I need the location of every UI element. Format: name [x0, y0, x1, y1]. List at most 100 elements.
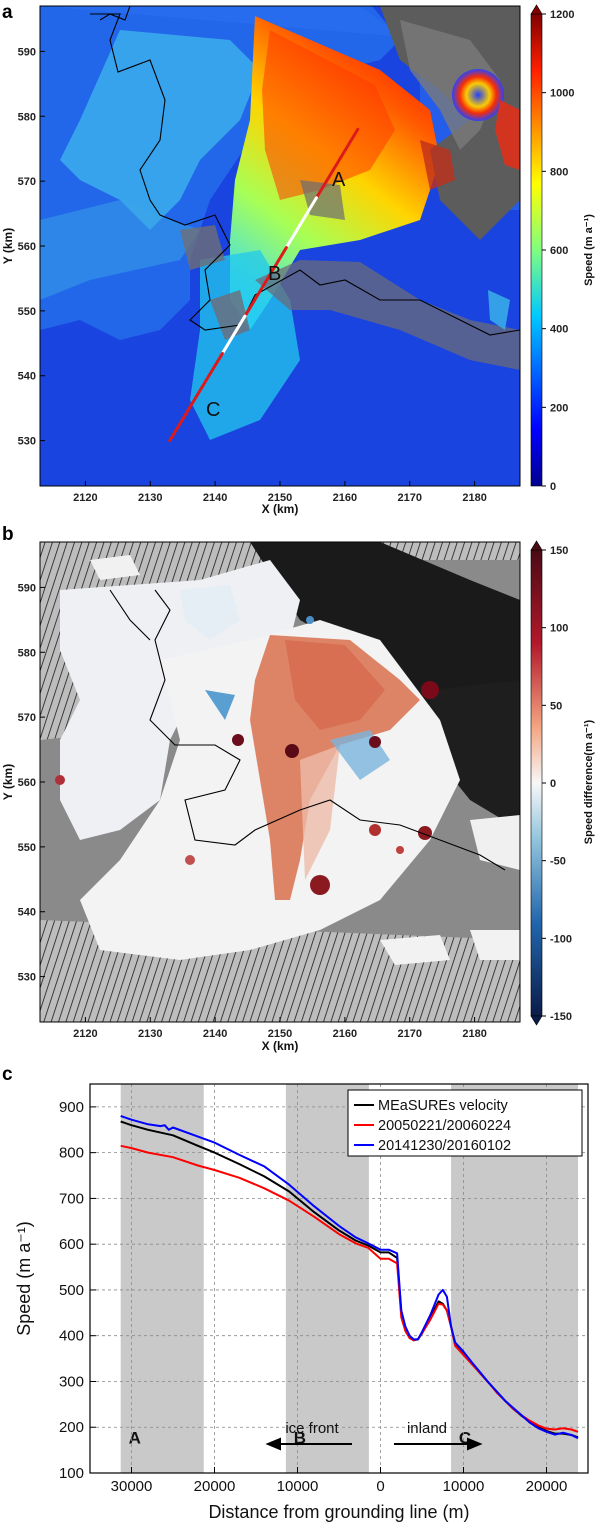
y-axis-label: Speed (m a⁻¹) — [14, 1221, 34, 1336]
colorbar-tick-label: -50 — [550, 856, 566, 868]
y-tick-label: 570 — [18, 712, 36, 724]
difference-colorbar-title: Speed difference(m a⁻¹) — [583, 719, 595, 844]
x-tick-label: 20000 — [526, 1478, 568, 1495]
plot-frame — [89, 1083, 589, 1474]
y-tick-label: 100 — [59, 1465, 84, 1482]
panel-c-label: c — [2, 1064, 13, 1085]
panel-b-xlabel: X (km) — [262, 1039, 299, 1053]
speed-colorbar — [530, 13, 543, 487]
x-tick-label: 10000 — [277, 1478, 319, 1495]
x-tick-label: 2120 — [73, 492, 97, 504]
ice-front-annotation: ice front — [285, 1420, 339, 1437]
colorbar-tick-label: 800 — [550, 166, 568, 178]
difference-colorbar-ticks: 150 100 50 0 -50 -100 -150 — [542, 545, 572, 1023]
panel-a-label: a — [2, 2, 13, 23]
legend-entry: 20050221/20060224 — [378, 1118, 511, 1134]
y-tick-label: 900 — [59, 1099, 84, 1116]
y-tick-label: 800 — [59, 1145, 84, 1162]
speed-colorbar-title: Speed (m a⁻¹) — [583, 214, 595, 286]
y-tick-label: 570 — [18, 176, 36, 188]
colorbar-tick-label: 0 — [550, 481, 556, 493]
inland-arrow — [394, 1437, 483, 1451]
y-tick-label: 590 — [18, 582, 36, 594]
speed-difference-map — [40, 542, 520, 1022]
profile-line — [168, 127, 360, 443]
colorbar-tick-label: 100 — [550, 623, 568, 635]
y-tick-label: 580 — [18, 647, 36, 659]
y-tick-label: 200 — [59, 1419, 84, 1436]
profile-segment — [220, 314, 247, 355]
colorbar-tick-label: 50 — [550, 700, 562, 712]
y-tick-label: 560 — [18, 241, 36, 253]
panel-b-ylabel: Y (km) — [1, 764, 15, 800]
y-tick-label: 700 — [59, 1190, 84, 1207]
series-line — [120, 1115, 579, 1440]
x-tick-label: 2160 — [333, 492, 357, 504]
colorbar-arrow — [530, 4, 543, 15]
speed-map — [40, 6, 520, 486]
x-tick-label: 2120 — [73, 1028, 97, 1040]
colorbar-tick-label: 1000 — [550, 88, 574, 100]
panel-b-axes: 2120 2130 2140 2150 2160 2170 2180 590 580 570 560… — [18, 582, 487, 1040]
x-tick-label: 2140 — [203, 492, 227, 504]
x-tick-label: 10000 — [443, 1478, 485, 1495]
colorbar-tick-label: -100 — [550, 933, 572, 945]
colorbar-top-arrow — [530, 540, 543, 551]
x-tick-label: 2170 — [397, 1028, 421, 1040]
profile-segment — [314, 127, 360, 200]
x-tick-label: 2170 — [397, 492, 421, 504]
y-tick-label: 540 — [18, 907, 36, 919]
x-tick-label: 2130 — [138, 492, 162, 504]
x-tick-label: 2130 — [138, 1028, 162, 1040]
y-tick-label: 590 — [18, 46, 36, 58]
ice-front-arrow — [265, 1437, 352, 1451]
x-axis-label: Distance from grounding line (m) — [208, 1502, 469, 1522]
colorbar-tick-label: 150 — [550, 545, 568, 557]
colorbar-tick-label: 600 — [550, 245, 568, 257]
x-tick-label: 0 — [376, 1478, 384, 1495]
band-label: B — [294, 1428, 306, 1447]
legend-box — [347, 1089, 583, 1157]
y-tick-label: 400 — [59, 1328, 84, 1345]
colorbar-tick-label: 1200 — [550, 9, 574, 21]
colorbar-tick-label: -150 — [550, 1011, 572, 1023]
y-tick-label: 540 — [18, 371, 36, 383]
y-tick-label: 300 — [59, 1373, 84, 1390]
panel-a-axes: 2120 2130 2140 2150 2160 2170 2180 590 580 570 560… — [18, 46, 487, 504]
profile-segment — [284, 196, 318, 250]
panel-a: a A B C 2120 2130 2140 2150 — [1, 2, 595, 516]
x-tick-label: 2150 — [268, 1028, 292, 1040]
y-tick-label: 550 — [18, 842, 36, 854]
x-tick-label: 20000 — [194, 1478, 236, 1495]
panel-b: b — [1, 524, 595, 1053]
profile-segment — [168, 351, 224, 443]
colorbar-tick-label: 400 — [550, 324, 568, 336]
x-tick-label: 2140 — [203, 1028, 227, 1040]
difference-colorbar — [530, 549, 543, 1017]
y-tick-label: 560 — [18, 777, 36, 789]
y-tick-label: 580 — [18, 111, 36, 123]
x-tick-label: 2180 — [462, 492, 486, 504]
x-tick-label: 2150 — [268, 492, 292, 504]
y-tick-label: 550 — [18, 306, 36, 318]
panel-b-label: b — [2, 524, 14, 545]
segment-label-c: C — [206, 399, 220, 421]
x-tick-label: 2160 — [333, 1028, 357, 1040]
segment-label-a: A — [332, 169, 346, 191]
colorbar-tick-label: 0 — [550, 778, 556, 790]
legend-entry: 20141230/20160102 — [378, 1138, 511, 1154]
colorbar-bottom-arrow — [530, 1015, 543, 1026]
y-tick-label: 600 — [59, 1236, 84, 1253]
inland-annotation: inland — [407, 1420, 447, 1437]
segment-label-b: B — [268, 263, 281, 285]
panel-a-ylabel: Y (km) — [1, 228, 15, 264]
legend-entry: MEaSUREs velocity — [378, 1098, 508, 1114]
y-tick-label: 500 — [59, 1282, 84, 1299]
colorbar-tick-label: 200 — [550, 402, 568, 414]
panel-a-xlabel: X (km) — [262, 502, 299, 516]
band-label: A — [129, 1428, 141, 1447]
profile-segment — [243, 246, 288, 318]
